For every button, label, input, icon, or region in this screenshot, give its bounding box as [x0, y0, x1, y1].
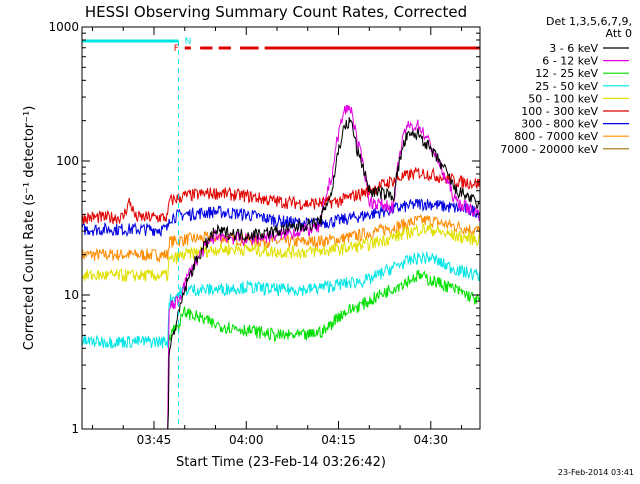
legend-label: 300 - 800 keV	[521, 118, 598, 131]
plot-frame	[81, 26, 481, 430]
x-axis-label: Start Time (23-Feb-14 03:26:42)	[176, 455, 386, 470]
x-tick-label: 03:45	[137, 433, 172, 447]
flare-flag-label: F	[174, 44, 179, 54]
legend-label: 7000 - 20000 keV	[500, 143, 598, 156]
y-tick-label: 10	[64, 288, 79, 302]
legend-label: 100 - 300 keV	[521, 105, 598, 118]
x-tick-label: 04:00	[229, 433, 264, 447]
x-tick-label: 04:30	[413, 433, 448, 447]
series-line-800-7000-keV-kev	[82, 214, 480, 263]
chart-title: HESSI Observing Summary Count Rates, Cor…	[85, 3, 467, 21]
series-line-100-300-keV-kev	[82, 167, 480, 225]
legend-label: 3 - 6 keV	[549, 42, 598, 55]
night-flag-label: N	[185, 37, 192, 47]
timestamp: 23-Feb-2014 03:41	[558, 468, 634, 477]
y-tick-label: 1	[71, 422, 79, 436]
y-tick-label: 100	[56, 154, 79, 168]
legend-label: 25 - 50 keV	[535, 80, 598, 93]
legend-header-line-2: Att 0	[606, 27, 632, 40]
series-line-50-100-keV-kev	[82, 223, 480, 282]
legend-header-line-1: Det 1,3,5,6,7,9,	[546, 15, 632, 28]
legend-label: 50 - 100 keV	[528, 92, 598, 105]
y-axis-label: Corrected Count Rate (s⁻¹ detector⁻¹)	[22, 106, 37, 351]
series-line-25-50-keV-kev	[82, 251, 480, 349]
series-line-12-25-keV-kev	[167, 270, 480, 429]
legend-label: 6 - 12 keV	[542, 55, 598, 68]
series-line-3-6-keV-kev	[167, 117, 480, 429]
legend-label: 800 - 7000 keV	[514, 130, 598, 143]
plot-area: NF	[82, 37, 480, 429]
series-line-300-800-keV-kev	[82, 198, 480, 238]
legend-label: 12 - 25 keV	[535, 67, 598, 80]
axes: 1 10 100 1000 03:45 04:00 04:15 04:30	[48, 20, 480, 447]
y-tick-label: 1000	[48, 20, 79, 34]
series-line-6-12-keV-kev	[167, 104, 480, 429]
x-tick-label: 04:15	[321, 433, 356, 447]
